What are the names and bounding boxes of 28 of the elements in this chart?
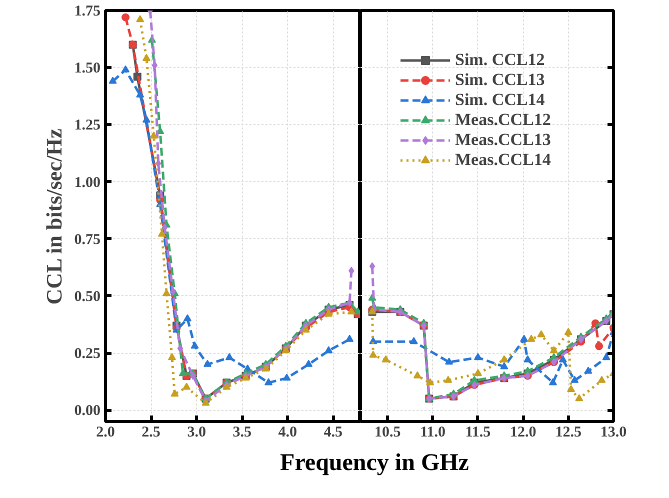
x-tick-label: 12.0 bbox=[510, 424, 536, 440]
y-tick-label: 0.75 bbox=[74, 232, 100, 248]
y-tick-label: 0.00 bbox=[74, 403, 100, 420]
x-axis-title: Frequency in GHz bbox=[280, 449, 469, 478]
legend-label: Sim. CCL13 bbox=[455, 70, 545, 90]
y-tick-label: 1.75 bbox=[74, 4, 100, 20]
y-tick-label: 1.50 bbox=[74, 60, 100, 77]
y-tick-label: 0.50 bbox=[74, 288, 100, 305]
legend-label: Meas.CCL13 bbox=[455, 130, 551, 150]
y-tick-label: 1.25 bbox=[74, 118, 100, 134]
x-tick-label: 2.5 bbox=[142, 424, 160, 440]
x-tick-label: 11.0 bbox=[420, 424, 446, 440]
legend-label: Meas.CCL12 bbox=[455, 110, 551, 130]
x-tick-label: 4.0 bbox=[278, 424, 298, 440]
y-axis-title: CCL in bits/sec/Hz bbox=[41, 128, 66, 305]
x-tick-label: 4.5 bbox=[324, 424, 343, 440]
legend-label: Sim. CCL12 bbox=[455, 50, 545, 70]
x-tick-label: 2.0 bbox=[96, 424, 115, 440]
x-tick-label: 13.0 bbox=[600, 424, 627, 440]
legend-label: Sim. CCL14 bbox=[455, 90, 545, 110]
x-tick-label: 11.5 bbox=[465, 424, 491, 440]
x-tick-label: 12.5 bbox=[555, 424, 582, 440]
x-tick-label: 3.5 bbox=[232, 424, 252, 440]
y-tick-label: 0.25 bbox=[74, 346, 100, 362]
x-tick-label: 3.0 bbox=[187, 424, 206, 440]
legend-label: Meas.CCL14 bbox=[455, 150, 551, 170]
x-tick-label: 10.5 bbox=[374, 424, 401, 440]
y-tick-label: 1.00 bbox=[74, 174, 100, 191]
